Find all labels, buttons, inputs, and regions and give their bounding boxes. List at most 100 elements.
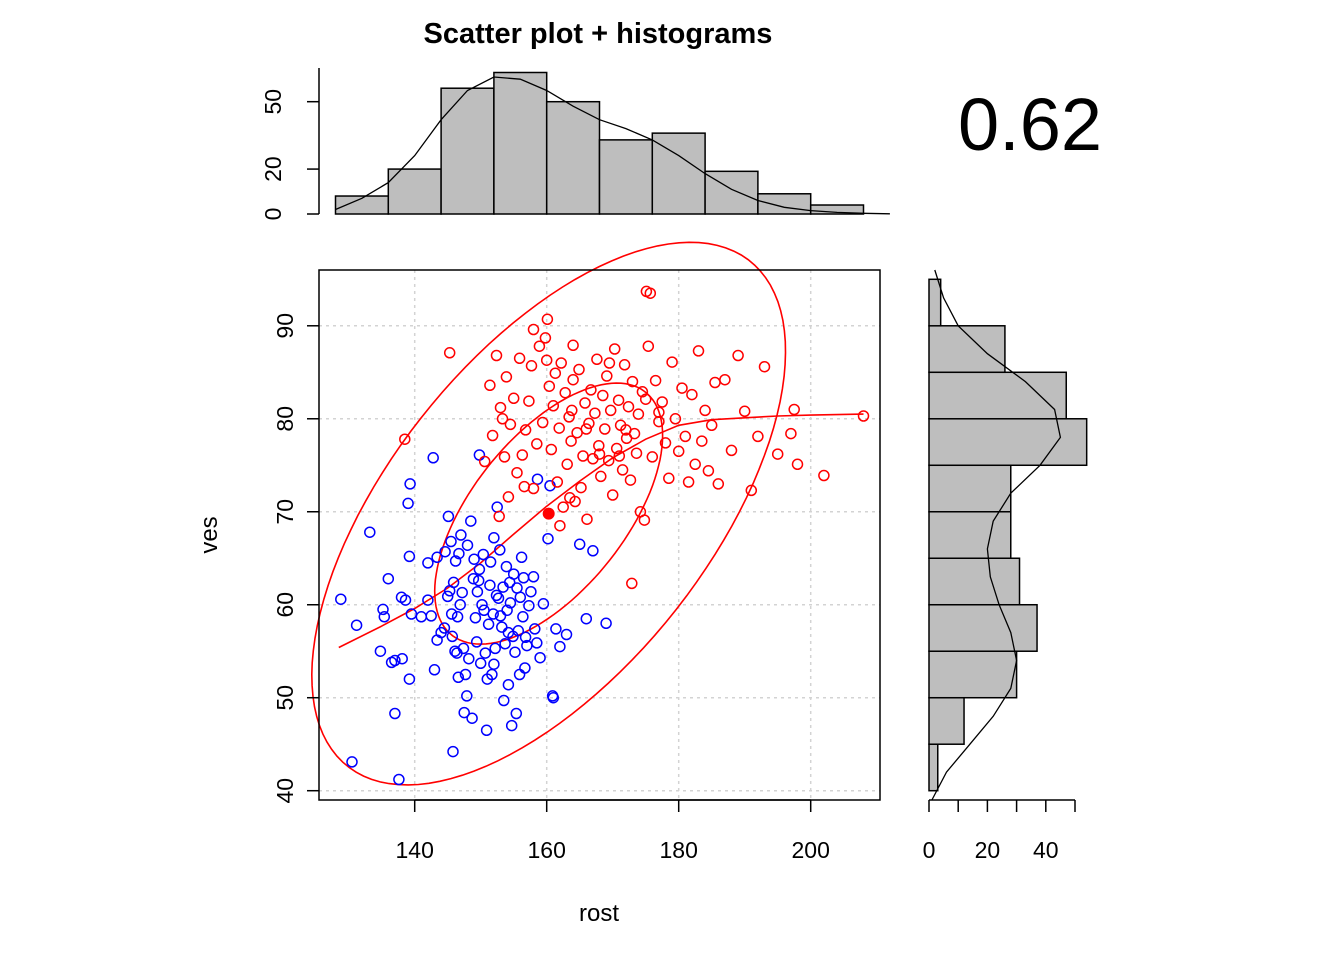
scatter-point-red xyxy=(738,405,751,418)
scatter-point-red xyxy=(591,353,603,366)
x-tick-label: 20 xyxy=(975,837,1001,863)
scatter-point-red xyxy=(541,313,554,326)
scatter-point-red xyxy=(486,429,499,442)
scatter-point-blue xyxy=(393,773,405,786)
scatter-point-red xyxy=(602,454,615,467)
scatter-point-blue xyxy=(477,548,490,561)
plot-box xyxy=(318,269,881,801)
scatter-point-blue xyxy=(389,654,401,667)
scatter-point-blue xyxy=(480,724,493,737)
scatter-point-red xyxy=(585,384,597,396)
scatter-point-red xyxy=(610,442,623,455)
scatter-point-red xyxy=(581,513,593,525)
scatter-point-blue xyxy=(458,706,470,719)
scatter-point-red xyxy=(676,382,688,394)
scatter-point-blue xyxy=(428,664,441,676)
scatter-point-red xyxy=(504,418,517,431)
scatter-point-blue xyxy=(466,712,478,724)
right-histogram-panel: 0 20 40 xyxy=(923,269,1088,863)
histogram-bar xyxy=(598,139,654,215)
scatter-point-blue xyxy=(531,637,543,649)
scatter-point-red xyxy=(547,400,560,412)
x-tick-label: 200 xyxy=(792,837,830,863)
scatter-point-blue xyxy=(554,640,566,653)
scatter-point-red xyxy=(593,448,606,460)
scatter-point-red xyxy=(536,416,549,429)
scatter-point-red xyxy=(519,424,532,436)
scatter-point-red xyxy=(549,367,562,379)
scatter-point-blue xyxy=(350,619,363,631)
scatter-point-blue xyxy=(531,473,544,485)
scatter-point-blue xyxy=(573,538,586,551)
scatter-point-red xyxy=(527,323,540,336)
scatter-point-blue xyxy=(489,642,501,655)
histogram-bar xyxy=(928,696,965,745)
y-tick-label: 0 xyxy=(260,208,286,221)
scatter-point-red xyxy=(692,345,705,357)
scatter-point-red xyxy=(516,449,529,461)
scatter-point-blue xyxy=(404,478,416,490)
scatter-point-red xyxy=(601,370,613,382)
scatter-point-blue xyxy=(560,628,573,641)
scatter-point-blue xyxy=(471,585,484,598)
scatter-point-blue xyxy=(469,612,482,624)
scatter-point-blue xyxy=(445,535,457,548)
scatter-point-red xyxy=(679,430,692,443)
scatter-point-blue xyxy=(519,662,531,674)
scatter-point-blue xyxy=(463,652,475,665)
scatter-point-red xyxy=(606,489,619,501)
scatter-point-red xyxy=(565,435,577,447)
scatter-point-red xyxy=(612,394,625,406)
scatter-point-red xyxy=(575,481,587,494)
scatter-point-red xyxy=(595,470,607,483)
scatter-point-red xyxy=(682,476,695,488)
histogram-bar xyxy=(493,71,548,215)
scatter-point-red xyxy=(525,360,538,372)
scatter-point-blue xyxy=(502,678,515,691)
histogram-bar xyxy=(928,743,939,792)
histogram-bar xyxy=(928,418,1088,467)
histogram-bar xyxy=(928,325,1006,374)
scatter-point-blue xyxy=(451,611,464,623)
histogram-bar xyxy=(545,100,601,215)
scatter-point-red xyxy=(564,492,576,504)
scatter-point-red xyxy=(533,340,546,352)
scatter-point-blue xyxy=(465,515,477,527)
scatter-point-blue xyxy=(537,598,550,610)
scatter-point-blue xyxy=(461,539,474,551)
scatter-point-red xyxy=(702,465,715,477)
scatter-point-red xyxy=(573,363,585,376)
scatter-point-red xyxy=(589,407,601,419)
scatter-point-blue xyxy=(378,611,391,623)
scatter-point-red xyxy=(563,411,575,423)
scatter-point-blue xyxy=(496,621,508,633)
scatter-point-blue xyxy=(484,579,496,591)
scatter-point-red xyxy=(484,379,496,392)
scatter-point-blue xyxy=(550,623,562,635)
scatter-point-red xyxy=(725,444,738,457)
scatter-point-red xyxy=(496,413,509,425)
scatter-point-blue xyxy=(499,638,511,650)
scatter-point-blue xyxy=(396,652,408,665)
scatter-point-red xyxy=(669,413,682,425)
histogram-bar xyxy=(809,204,865,215)
histogram-bar xyxy=(928,371,1067,420)
scatter-point-blue xyxy=(515,551,528,564)
scatter-point-red xyxy=(443,347,456,359)
scatter-point-blue xyxy=(542,532,554,545)
scatter-point-blue xyxy=(346,756,358,768)
scatter-point-red xyxy=(626,375,639,388)
scatter-point-blue xyxy=(472,574,485,587)
scatter-point-blue xyxy=(445,608,458,620)
scatter-point-blue xyxy=(455,529,467,541)
scatter-point-red xyxy=(616,464,629,476)
scatter-point-red xyxy=(709,376,721,389)
scatter-point-blue xyxy=(425,610,437,622)
y-tick-label: 70 xyxy=(272,499,298,525)
scatter-point-blue xyxy=(473,449,486,461)
scatter-point-blue xyxy=(514,591,527,604)
scatter-point-red xyxy=(500,371,513,383)
histogram-bar xyxy=(928,278,942,327)
scatter-point-red xyxy=(551,476,564,488)
